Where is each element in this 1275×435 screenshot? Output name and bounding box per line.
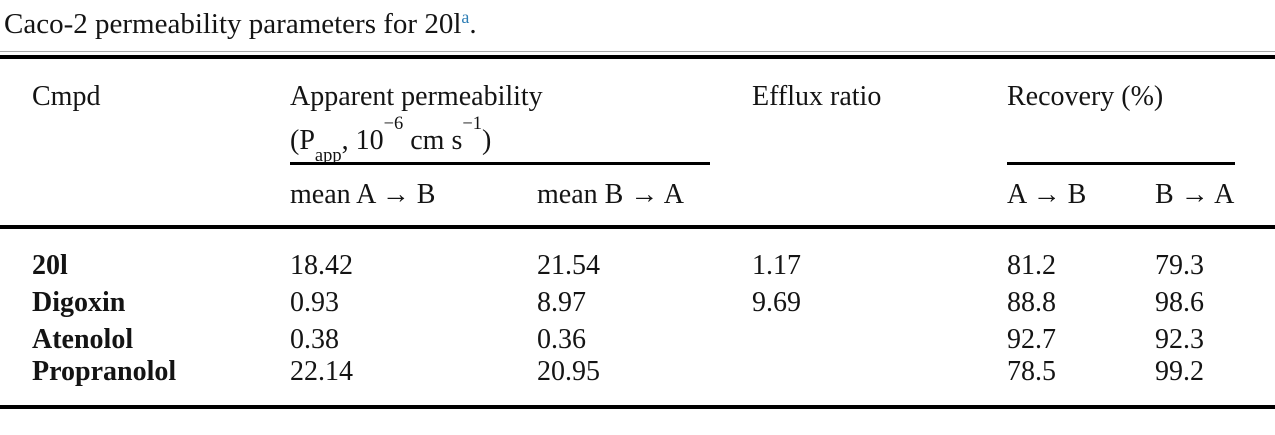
cell-mean-a-to-b: 0.93 (290, 286, 339, 318)
cell-recovery-a-to-b: 78.5 (1007, 355, 1056, 387)
caption-period: . (469, 8, 477, 40)
header-recovery: Recovery (%) (1007, 57, 1275, 165)
table-row-digoxin: Digoxin 0.93 8.97 9.69 88.8 98.6 (0, 282, 1275, 319)
papp-subscript: app (314, 144, 342, 165)
cell-mean-a-to-b: 18.42 (290, 249, 353, 281)
cell-mean-b-to-a: 8.97 (537, 286, 586, 318)
subheader-empty-efflux (752, 164, 1007, 229)
recovery-label: Recovery (%) (1007, 80, 1164, 112)
cell-mean-b-to-a: 21.54 (537, 249, 600, 281)
papp-close: ) (482, 125, 492, 157)
header-group-row: Cmpd Apparent permeability (Papp, 10−6 c… (0, 57, 1275, 165)
subheader-mean-a-to-b: mean A → B (290, 164, 537, 229)
cell-compound: Atenolol (32, 323, 134, 355)
cell-efflux-ratio (752, 356, 1007, 407)
cell-mean-b-to-a: 0.36 (537, 323, 586, 355)
caption-divider-hairline (0, 50, 1275, 52)
header-apparent-permeability: Apparent permeability (Papp, 10−6 cm s−1… (290, 57, 752, 165)
subheader-mean-b-to-a: mean B → A (537, 164, 752, 229)
table-row-atenolol: Atenolol 0.38 0.36 92.7 92.3 (0, 319, 1275, 356)
cell-recovery-b-to-a: 92.3 (1155, 323, 1204, 355)
cell-efflux-ratio: 1.17 (752, 249, 801, 281)
cell-efflux-ratio (752, 319, 1007, 356)
cell-efflux-ratio: 9.69 (752, 286, 801, 318)
cell-recovery-a-to-b: 81.2 (1007, 249, 1056, 281)
cell-recovery-b-to-a: 79.3 (1155, 249, 1204, 281)
papp-units: cm s (403, 125, 463, 157)
papp-mid: , 10 (341, 125, 384, 157)
cell-recovery-b-to-a: 98.6 (1155, 286, 1204, 318)
subheader-a-to-b: A → B (1007, 164, 1155, 229)
papp-exponent-2: −1 (462, 113, 482, 134)
recovery-group-rule (1007, 161, 1236, 165)
header-cmpd: Cmpd (32, 80, 101, 112)
subheader-empty-cmpd (0, 164, 290, 229)
caco2-permeability-table: Cmpd Apparent permeability (Papp, 10−6 c… (0, 54, 1275, 409)
cell-recovery-a-to-b: 92.7 (1007, 323, 1056, 355)
papp-open: (P (290, 125, 315, 157)
cell-recovery-a-to-b: 88.8 (1007, 286, 1056, 318)
caption-text: Caco-2 permeability parameters for 20l (4, 8, 462, 40)
table-row-propranolol: Propranolol 22.14 20.95 78.5 99.2 (0, 356, 1275, 407)
cell-compound: Digoxin (32, 286, 126, 318)
cell-compound: Propranolol (32, 355, 177, 387)
cell-mean-b-to-a: 20.95 (537, 355, 600, 387)
cell-recovery-b-to-a: 99.2 (1155, 355, 1204, 387)
subheader-b-to-a: B → A (1155, 164, 1275, 229)
apparent-permeability-group-rule (290, 161, 710, 165)
table-row-20l: 20l 18.42 21.54 1.17 81.2 79.3 (0, 227, 1275, 282)
apparent-permeability-line1: Apparent permeability (290, 80, 543, 112)
table-caption: Caco-2 permeability parameters for 20la. (0, 0, 1275, 42)
header-efflux-ratio: Efflux ratio (752, 80, 882, 112)
cell-mean-a-to-b: 22.14 (290, 355, 353, 387)
papp-exponent-1: −6 (383, 113, 404, 134)
cell-mean-a-to-b: 0.38 (290, 323, 339, 355)
header-sub-row: mean A → B mean B → A A → B B → A (0, 164, 1275, 229)
footnote-marker-link[interactable]: a (461, 7, 470, 28)
cell-compound: 20l (32, 249, 68, 281)
